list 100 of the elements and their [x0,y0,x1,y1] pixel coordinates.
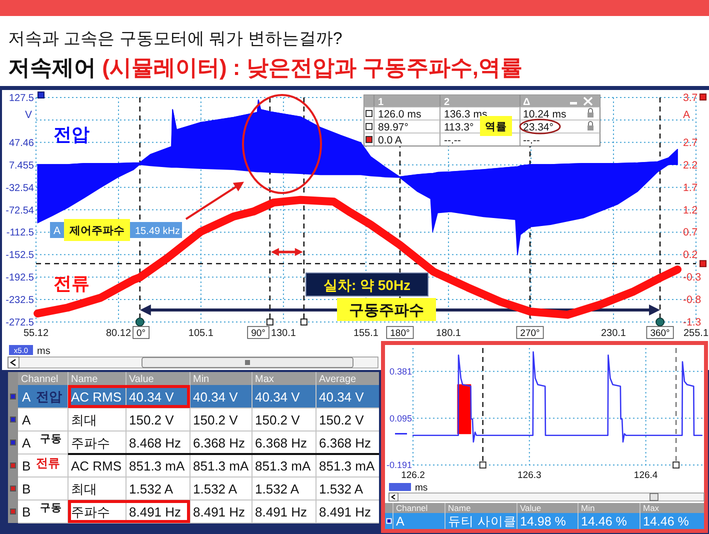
y-tick-label: 127.5 [8,93,34,104]
text: Value [520,503,542,513]
text: 14.98 % [520,514,566,528]
text: AC RMS [71,458,122,474]
x-tick-label: 230.1 [600,328,626,339]
text: A [22,436,31,450]
annotation: 23.34° [523,122,554,134]
text: 851.3 mA [129,458,185,474]
annotation: Δ [523,97,530,108]
y2-tick-label: 2.2 [683,159,698,172]
annotation: 0.0 A [378,134,402,146]
series-label: 전압 [54,124,90,145]
x-tick-label: 80.12 [106,328,132,339]
text: 40.34 V [129,390,174,404]
annotation: 2 [444,97,450,108]
annotation: 360° [650,328,670,339]
annotation: 실차: 약 50Hz [323,277,411,293]
text: 851.3 mA [319,458,375,474]
annotation: 1 [378,97,384,108]
annotation: --.-- [523,134,540,146]
text: 150.2 V [193,412,238,428]
text: 1.532 A [129,482,174,496]
text: 8.491 Hz [129,504,182,520]
annotation: --.-- [444,134,462,146]
text: 6.368 Hz [319,436,372,450]
chart-title: 저속과 고속은 구동모터에 뭐가 변하는걸까? [8,29,342,48]
x-axis-title: ms [415,482,428,494]
text: 8.491 Hz [319,504,372,520]
text: 851.3 mA [193,458,249,474]
annotation: 126.0 ms [378,108,422,120]
text: Channel [396,503,428,513]
y-tick-label: 0.381 [389,366,412,377]
annotation: A [54,225,61,237]
text: 전류 [36,456,60,470]
y-tick-label: 47.46 [8,138,34,149]
text: Average [319,374,357,385]
y2-tick-label: 0.7 [683,226,698,239]
y-tick-label: -72.54 [6,205,34,216]
text: 주파수 [71,504,110,520]
x-tick-label: 126.4 [634,470,658,481]
text: B [22,482,31,496]
text: 듀티 사이클 [448,514,516,528]
text: 150.2 V [319,412,364,428]
y-tick-label: 0.095 [389,413,412,424]
text: 구동 [40,502,62,514]
y2-tick-label: 0.2 [683,249,698,262]
annotation: 역률 [485,121,507,133]
text: 40.34 V [255,390,300,404]
y2-tick-label: 2.7 [683,136,698,149]
text: Min [581,503,595,513]
text: 전압 [36,389,62,404]
text: 최대 [71,412,97,428]
line-series [412,351,703,443]
text: A [396,514,405,528]
text: A [22,390,31,404]
annotation: 제어주파수 [68,225,124,237]
text: 1.532 A [193,482,238,496]
text: 1.532 A [319,482,364,496]
x-tick-label: 130.1 [270,328,296,339]
text: 6.368 Hz [255,436,308,450]
y2-tick-label: 3.7 [683,92,698,104]
text: 851.3 mA [255,458,311,474]
x-tick-label: 55.12 [23,328,49,339]
y-tick-label: -232.5 [6,295,34,306]
text: A [22,412,31,428]
text: 8.468 Hz [129,436,182,450]
text: 14.46 % [581,514,627,528]
y-axis-title: V [24,109,32,121]
y2-axis-title: A [683,109,690,121]
text: Min [193,374,210,385]
y-tick-label: -192.5 [6,272,34,284]
y2-tick-label: 1.7 [683,182,698,194]
text: B [22,504,31,520]
text: 구동 [40,433,62,445]
text: Value [129,374,154,385]
y-tick-label: -0.191 [386,460,412,470]
text: B [22,458,31,474]
text: 40.34 V [319,390,364,404]
annotation: 구동주파수 [349,302,424,319]
text: 150.2 V [129,412,174,428]
y-tick-label: -272.5 [6,318,34,328]
y2-tick-label: -0.8 [683,294,702,306]
annotation: 15.49 kHz [135,226,180,237]
text: Max [643,503,660,513]
text: 8.491 Hz [193,504,246,520]
annotation: 270° [520,328,540,339]
text: 40.34 V [193,390,238,404]
annotation: 89.97° [378,122,408,134]
text: AC RMS [71,390,122,404]
annotation: 180° [390,328,410,339]
y-tick-label: -152.5 [6,250,34,262]
y2-tick-label: -1.3 [683,316,702,328]
text: Name [71,374,98,385]
text: 6.368 Hz [193,436,246,450]
x-tick-label: 155.1 [353,328,379,339]
text: 1.532 A [255,482,300,496]
y2-tick-label: 1.2 [683,204,698,216]
text: Channel [21,374,58,385]
x-tick-label: 105.1 [188,328,214,339]
chart-subtitle: 저속제어 (시뮬레이터) : 낮은전압과 구동주파수,역률 [8,55,523,80]
